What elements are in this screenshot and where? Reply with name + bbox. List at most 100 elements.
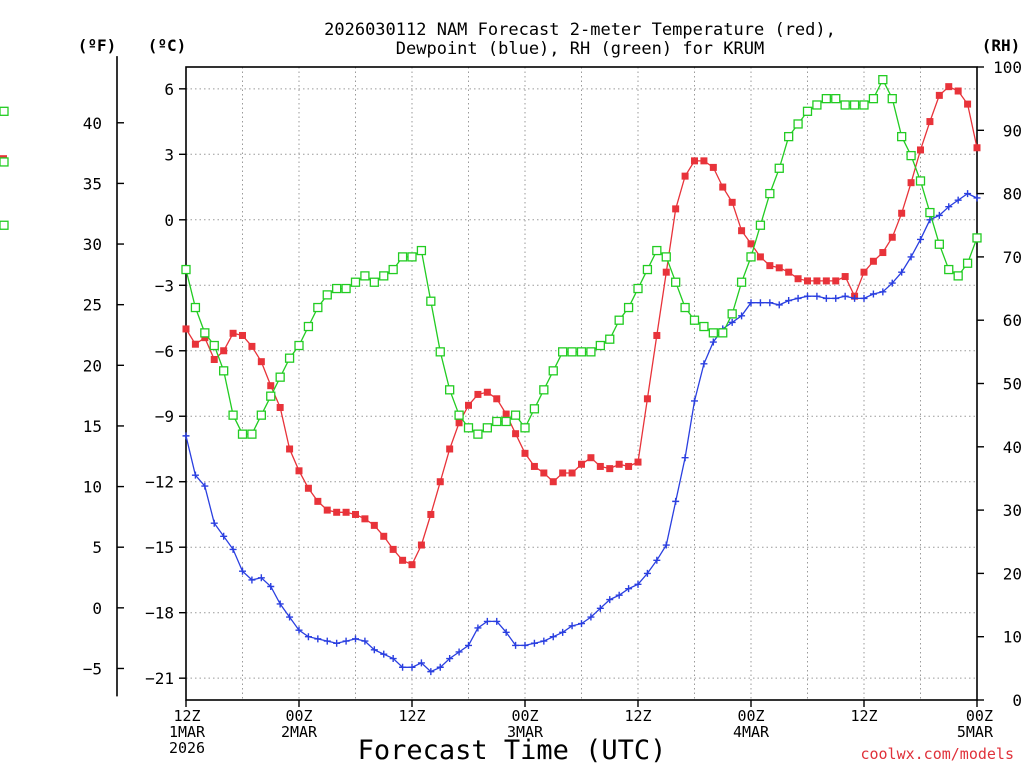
temperature-point — [502, 410, 510, 418]
temperature-point — [427, 510, 435, 518]
rh-point — [765, 188, 775, 199]
temperature-point — [738, 227, 746, 235]
rh-tick-label: 10 — [1003, 628, 1022, 647]
dewpoint-point — [417, 659, 425, 667]
rh-tick-label: 70 — [1003, 248, 1022, 267]
rh-point — [426, 296, 436, 306]
rh-point — [831, 94, 841, 104]
rh-point — [718, 328, 728, 338]
dewpoint-point — [559, 628, 567, 636]
dewpoint-point — [465, 641, 472, 649]
rh-point — [303, 321, 314, 332]
fahrenheit-tick-label: 25 — [83, 296, 102, 315]
dewpoint-point — [521, 641, 529, 649]
temperature-point — [493, 395, 501, 403]
temperature-point — [276, 404, 284, 412]
rh-point — [435, 347, 445, 357]
temperature-point — [766, 262, 774, 270]
dewpoint-point — [832, 294, 840, 302]
temperature-point — [182, 325, 190, 333]
temperature-point — [333, 508, 341, 516]
rh-point — [623, 302, 634, 313]
rh-point — [266, 391, 276, 401]
dewpoint-point — [813, 292, 821, 300]
dewpoint-point — [380, 650, 388, 658]
fahrenheit-tick-label: −5 — [83, 659, 102, 678]
dewpoint-point — [248, 576, 256, 584]
rh-point — [190, 302, 201, 313]
rh-point — [567, 347, 577, 357]
fahrenheit-tick-label: 0 — [92, 599, 102, 618]
dewpoint-point — [295, 626, 303, 634]
chart-title-line-2: Dewpoint (blue), RH (green) for KRUM — [396, 39, 764, 59]
rh-point — [341, 283, 351, 294]
rh-point — [0, 106, 9, 116]
dewpoint-point — [389, 655, 397, 663]
temperature-point — [210, 355, 218, 363]
dewpoint-point — [964, 190, 972, 198]
plot-series — [0, 76, 982, 676]
temperature-point — [728, 198, 736, 206]
celsius-tick-label: −12 — [145, 473, 174, 492]
rh-point — [445, 385, 455, 395]
rh-tick-label: 80 — [1003, 185, 1022, 204]
temperature-point — [596, 462, 604, 470]
temperature-point — [794, 275, 802, 283]
temperature-point — [945, 83, 953, 91]
temperature-point — [521, 449, 529, 457]
dewpoint-point — [474, 624, 482, 632]
x-tick-label: 00Z — [966, 707, 993, 725]
dewpoint-point — [502, 628, 510, 636]
temperature-point — [323, 506, 331, 514]
x-tick-label: 4MAR — [733, 723, 770, 741]
rh-tick-label: 40 — [1003, 438, 1022, 457]
dewpoint-point — [239, 567, 246, 575]
dewpoint-point — [653, 556, 661, 564]
rh-point — [548, 366, 558, 376]
rh-point — [755, 220, 766, 230]
temperature-point — [709, 163, 717, 171]
rh-point — [313, 302, 323, 313]
temperature-point — [841, 273, 849, 281]
temperature-point — [672, 205, 680, 213]
temperature-point — [643, 395, 651, 403]
rh-point — [736, 277, 747, 287]
rh-point — [595, 340, 605, 351]
temperature-point — [973, 144, 981, 152]
dewpoint-point — [804, 292, 811, 300]
x-tick-label: 2026 — [169, 739, 205, 757]
rh-point — [369, 277, 379, 287]
temperature-point — [860, 268, 868, 276]
fahrenheit-tick-label: 5 — [92, 538, 102, 557]
x-tick-label: 5MAR — [957, 723, 994, 741]
temperature-point — [304, 484, 312, 492]
rh-point — [586, 347, 596, 357]
rh-point — [840, 100, 850, 110]
rh-point — [416, 245, 427, 256]
rh-point — [539, 385, 549, 395]
rh-point — [360, 271, 370, 281]
temperature-point — [436, 478, 444, 486]
x-axis-title: Forecast Time (UTC) — [358, 735, 667, 766]
dewpoint-point — [643, 569, 651, 577]
temperature-point — [954, 87, 962, 95]
credit-text[interactable]: coolwx.com/models — [860, 745, 1014, 763]
dewpoint-point — [785, 297, 793, 305]
rh-point — [200, 328, 210, 338]
dewpoint-point — [869, 290, 877, 298]
dewpoint-point — [709, 338, 717, 346]
dewpoint-point — [286, 613, 294, 621]
celsius-tick-label: −21 — [145, 669, 174, 688]
rh-point — [510, 410, 521, 420]
rh-point — [868, 94, 879, 104]
temperature-point — [512, 430, 520, 438]
dewpoint-point — [691, 397, 698, 405]
temperature-point — [286, 445, 294, 453]
dewpoint-point — [201, 482, 209, 490]
fahrenheit-unit-label: (ºF) — [78, 36, 117, 55]
rh-point — [350, 277, 361, 287]
rh-tick-label: 0 — [1012, 691, 1022, 710]
temperature-point — [907, 179, 915, 187]
